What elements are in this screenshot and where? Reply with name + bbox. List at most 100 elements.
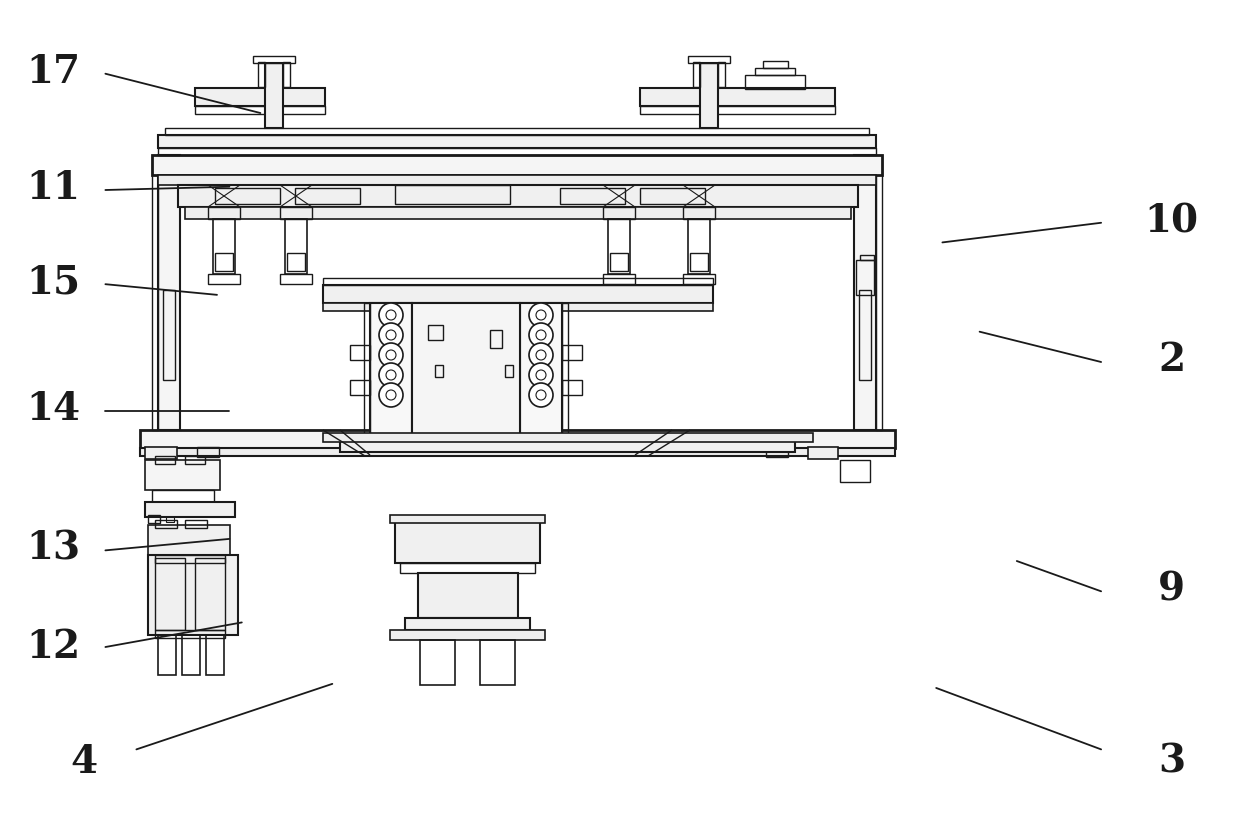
Bar bbox=[401, 563, 534, 573]
Circle shape bbox=[379, 323, 403, 347]
Bar bbox=[560, 188, 625, 204]
Bar bbox=[153, 155, 882, 175]
Bar bbox=[285, 219, 308, 274]
Bar bbox=[322, 433, 813, 442]
Text: 9: 9 bbox=[1158, 571, 1185, 609]
Bar bbox=[322, 278, 713, 285]
Bar bbox=[165, 128, 869, 135]
Bar bbox=[283, 62, 290, 87]
Bar bbox=[370, 303, 412, 438]
Bar bbox=[185, 456, 205, 464]
Bar bbox=[157, 148, 875, 155]
Bar bbox=[280, 207, 312, 219]
Bar bbox=[153, 155, 157, 430]
Bar bbox=[157, 175, 875, 185]
Bar bbox=[856, 260, 874, 295]
Bar bbox=[286, 253, 305, 271]
Bar bbox=[213, 219, 236, 274]
Bar bbox=[322, 303, 713, 311]
Bar bbox=[603, 207, 635, 219]
Text: 11: 11 bbox=[26, 170, 81, 207]
Bar bbox=[208, 207, 241, 219]
Bar bbox=[505, 365, 513, 377]
Bar bbox=[859, 290, 870, 380]
Bar bbox=[701, 63, 718, 128]
Text: 14: 14 bbox=[26, 391, 81, 428]
Bar bbox=[610, 253, 627, 271]
Bar bbox=[350, 345, 370, 360]
Bar bbox=[562, 345, 582, 360]
Bar bbox=[396, 518, 539, 563]
Bar bbox=[854, 155, 875, 430]
Bar bbox=[208, 274, 241, 284]
Bar bbox=[420, 640, 455, 685]
Circle shape bbox=[529, 323, 553, 347]
Bar bbox=[861, 255, 874, 260]
Bar bbox=[258, 62, 265, 87]
Bar bbox=[195, 106, 325, 114]
Circle shape bbox=[379, 383, 403, 407]
Circle shape bbox=[529, 383, 553, 407]
Bar bbox=[755, 68, 795, 75]
Bar bbox=[215, 188, 280, 204]
Bar bbox=[340, 438, 795, 452]
Bar bbox=[185, 520, 207, 528]
Bar bbox=[155, 520, 177, 528]
Bar bbox=[418, 573, 518, 618]
Text: 17: 17 bbox=[26, 53, 81, 91]
Bar bbox=[295, 188, 360, 204]
Bar bbox=[253, 56, 295, 63]
Bar bbox=[350, 380, 370, 395]
Bar bbox=[155, 630, 224, 638]
Bar bbox=[155, 456, 175, 464]
Bar bbox=[562, 380, 582, 395]
Bar bbox=[875, 155, 882, 430]
Bar bbox=[140, 448, 895, 456]
Text: 3: 3 bbox=[1158, 743, 1185, 781]
Bar bbox=[197, 447, 219, 457]
Text: 15: 15 bbox=[26, 264, 81, 301]
Bar bbox=[490, 330, 502, 348]
Bar bbox=[155, 558, 185, 630]
Text: 2: 2 bbox=[1158, 342, 1185, 379]
Circle shape bbox=[379, 363, 403, 387]
Bar bbox=[688, 219, 711, 274]
Bar bbox=[480, 640, 515, 685]
Bar bbox=[412, 303, 520, 438]
Text: 13: 13 bbox=[26, 530, 81, 568]
Bar bbox=[162, 290, 175, 380]
Bar bbox=[405, 618, 529, 630]
Bar bbox=[157, 155, 180, 430]
Circle shape bbox=[379, 343, 403, 367]
Bar bbox=[683, 274, 715, 284]
Bar bbox=[839, 460, 870, 482]
Bar bbox=[562, 303, 568, 438]
Bar bbox=[689, 253, 708, 271]
Circle shape bbox=[379, 303, 403, 327]
Bar bbox=[365, 303, 370, 438]
Bar bbox=[145, 502, 236, 517]
Bar bbox=[763, 61, 787, 68]
Bar bbox=[155, 555, 224, 563]
Bar bbox=[179, 185, 858, 207]
Circle shape bbox=[529, 363, 553, 387]
Bar bbox=[608, 219, 630, 274]
Bar bbox=[520, 303, 562, 438]
Bar bbox=[153, 490, 215, 502]
Bar bbox=[157, 135, 875, 148]
Bar bbox=[428, 325, 443, 340]
Bar bbox=[640, 188, 706, 204]
Bar bbox=[745, 75, 805, 89]
Bar bbox=[185, 207, 851, 219]
Bar bbox=[148, 515, 160, 523]
Bar bbox=[640, 106, 835, 114]
Bar bbox=[603, 274, 635, 284]
Bar bbox=[391, 515, 546, 523]
Bar bbox=[140, 430, 895, 448]
Bar bbox=[808, 447, 838, 459]
Bar bbox=[182, 635, 200, 675]
Bar bbox=[148, 525, 229, 555]
Circle shape bbox=[529, 343, 553, 367]
Bar bbox=[148, 555, 238, 635]
Bar bbox=[391, 630, 546, 640]
